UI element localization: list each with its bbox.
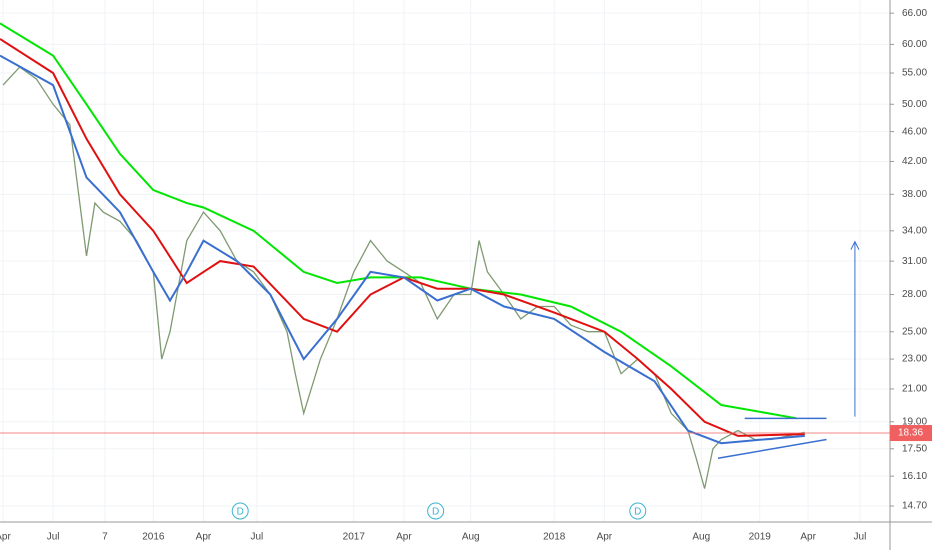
x-tick-label: 2016	[142, 532, 165, 543]
dividend-marker	[231, 502, 249, 520]
x-tick-label: 2018	[543, 532, 566, 543]
y-tick-label: 25.00	[902, 326, 927, 337]
dividend-label: D	[237, 507, 244, 518]
x-tick-label: 7	[102, 532, 108, 543]
series-line	[0, 22, 797, 420]
dividend-label: D	[432, 507, 439, 518]
y-tick-label: 66.00	[902, 8, 927, 19]
price-label: 18.36	[898, 428, 923, 439]
x-tick-label: Jul	[251, 532, 264, 543]
series-line	[0, 54, 805, 445]
y-tick-label: 23.00	[902, 354, 927, 365]
x-tick-label: 2019	[749, 532, 772, 543]
dividend-label: D	[634, 507, 641, 518]
y-tick-label: 16.10	[902, 471, 927, 482]
x-tick-label: Aug	[462, 532, 480, 543]
x-tick-label: Jul	[854, 532, 867, 543]
y-tick-label: 14.70	[902, 501, 927, 512]
y-tick-label: 38.00	[902, 189, 927, 200]
y-tick-label: 28.00	[902, 289, 927, 300]
x-tick-label: Apr	[0, 532, 11, 543]
x-tick-label: Aug	[692, 532, 710, 543]
arrow-head	[850, 240, 860, 250]
x-tick-label: Apr	[396, 532, 412, 543]
price-tag	[890, 425, 932, 442]
y-tick-label: 17.50	[902, 443, 927, 454]
series-line	[0, 38, 805, 437]
y-tick-label: 31.00	[902, 256, 927, 267]
y-tick-label: 60.00	[902, 39, 927, 50]
y-tick-label: 46.00	[902, 126, 927, 137]
dividend-marker	[629, 502, 647, 520]
x-tick-label: Jul	[47, 532, 60, 543]
trend-line	[717, 438, 827, 460]
x-tick-label: Apr	[800, 532, 816, 543]
y-tick-label: 19.00	[902, 416, 927, 427]
x-tick-label: Apr	[196, 532, 212, 543]
y-tick-label: 42.00	[902, 156, 927, 167]
dividend-marker	[427, 502, 445, 520]
y-tick-label: 21.00	[902, 384, 927, 395]
y-tick-label: 55.00	[902, 68, 927, 79]
y-tick-label: 50.00	[902, 99, 927, 110]
x-tick-label: Apr	[597, 532, 613, 543]
x-tick-label: 2017	[343, 532, 366, 543]
y-tick-label: 34.00	[902, 225, 927, 236]
